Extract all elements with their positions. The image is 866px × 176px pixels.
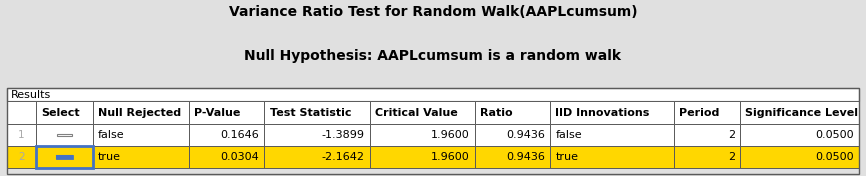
Text: IID Innovations: IID Innovations <box>555 108 650 118</box>
Bar <box>550 146 674 168</box>
Text: Significance Level: Significance Level <box>745 108 858 118</box>
Bar <box>550 124 674 146</box>
Bar <box>674 101 740 124</box>
Text: P-Value: P-Value <box>194 108 241 118</box>
Bar <box>190 146 264 168</box>
Bar <box>36 146 93 168</box>
Text: 0.0500: 0.0500 <box>815 130 854 140</box>
Text: Variance Ratio Test for Random Walk(AAPLcumsum): Variance Ratio Test for Random Walk(AAPL… <box>229 5 637 19</box>
Text: 0.0304: 0.0304 <box>221 152 259 162</box>
Text: Period: Period <box>679 108 720 118</box>
Bar <box>740 124 859 146</box>
Text: 2: 2 <box>727 152 735 162</box>
Text: -1.3899: -1.3899 <box>321 130 365 140</box>
Bar <box>740 101 859 124</box>
Bar <box>7 101 36 124</box>
Text: Null Rejected: Null Rejected <box>98 108 181 118</box>
Bar <box>475 101 550 124</box>
Bar <box>674 124 740 146</box>
Text: true: true <box>555 152 578 162</box>
Bar <box>93 146 190 168</box>
Text: Select: Select <box>42 108 80 118</box>
Text: 1.9600: 1.9600 <box>431 130 470 140</box>
Bar <box>550 101 674 124</box>
Text: 0.9436: 0.9436 <box>507 152 546 162</box>
Text: 1.9600: 1.9600 <box>431 152 470 162</box>
Bar <box>475 146 550 168</box>
Text: Ratio: Ratio <box>481 108 513 118</box>
Bar <box>93 124 190 146</box>
Bar <box>190 124 264 146</box>
Text: 0.1646: 0.1646 <box>221 130 259 140</box>
Bar <box>57 156 73 158</box>
Bar <box>674 146 740 168</box>
Bar <box>190 101 264 124</box>
Bar <box>36 101 93 124</box>
Text: 1: 1 <box>18 130 25 140</box>
Bar <box>57 134 73 136</box>
Bar <box>370 124 475 146</box>
Text: false: false <box>555 130 582 140</box>
Bar <box>370 146 475 168</box>
Bar <box>36 146 93 168</box>
Text: -2.1642: -2.1642 <box>321 152 365 162</box>
Text: Critical Value: Critical Value <box>375 108 457 118</box>
Bar <box>7 88 859 101</box>
Bar <box>57 156 73 158</box>
Text: false: false <box>98 130 125 140</box>
Text: 2: 2 <box>727 130 735 140</box>
Bar <box>36 124 93 146</box>
Text: Test Statistic: Test Statistic <box>269 108 351 118</box>
Text: 0.9436: 0.9436 <box>507 130 546 140</box>
Bar <box>264 124 370 146</box>
Text: Results: Results <box>11 90 51 100</box>
Bar <box>370 101 475 124</box>
Bar <box>475 124 550 146</box>
Bar <box>740 146 859 168</box>
Bar <box>7 146 36 168</box>
Bar <box>7 124 36 146</box>
Bar <box>264 101 370 124</box>
Text: 0.0500: 0.0500 <box>815 152 854 162</box>
Text: Null Hypothesis: AAPLcumsum is a random walk: Null Hypothesis: AAPLcumsum is a random … <box>244 49 622 63</box>
Text: true: true <box>98 152 121 162</box>
Bar <box>264 146 370 168</box>
Text: 2: 2 <box>18 152 25 162</box>
Bar <box>93 101 190 124</box>
